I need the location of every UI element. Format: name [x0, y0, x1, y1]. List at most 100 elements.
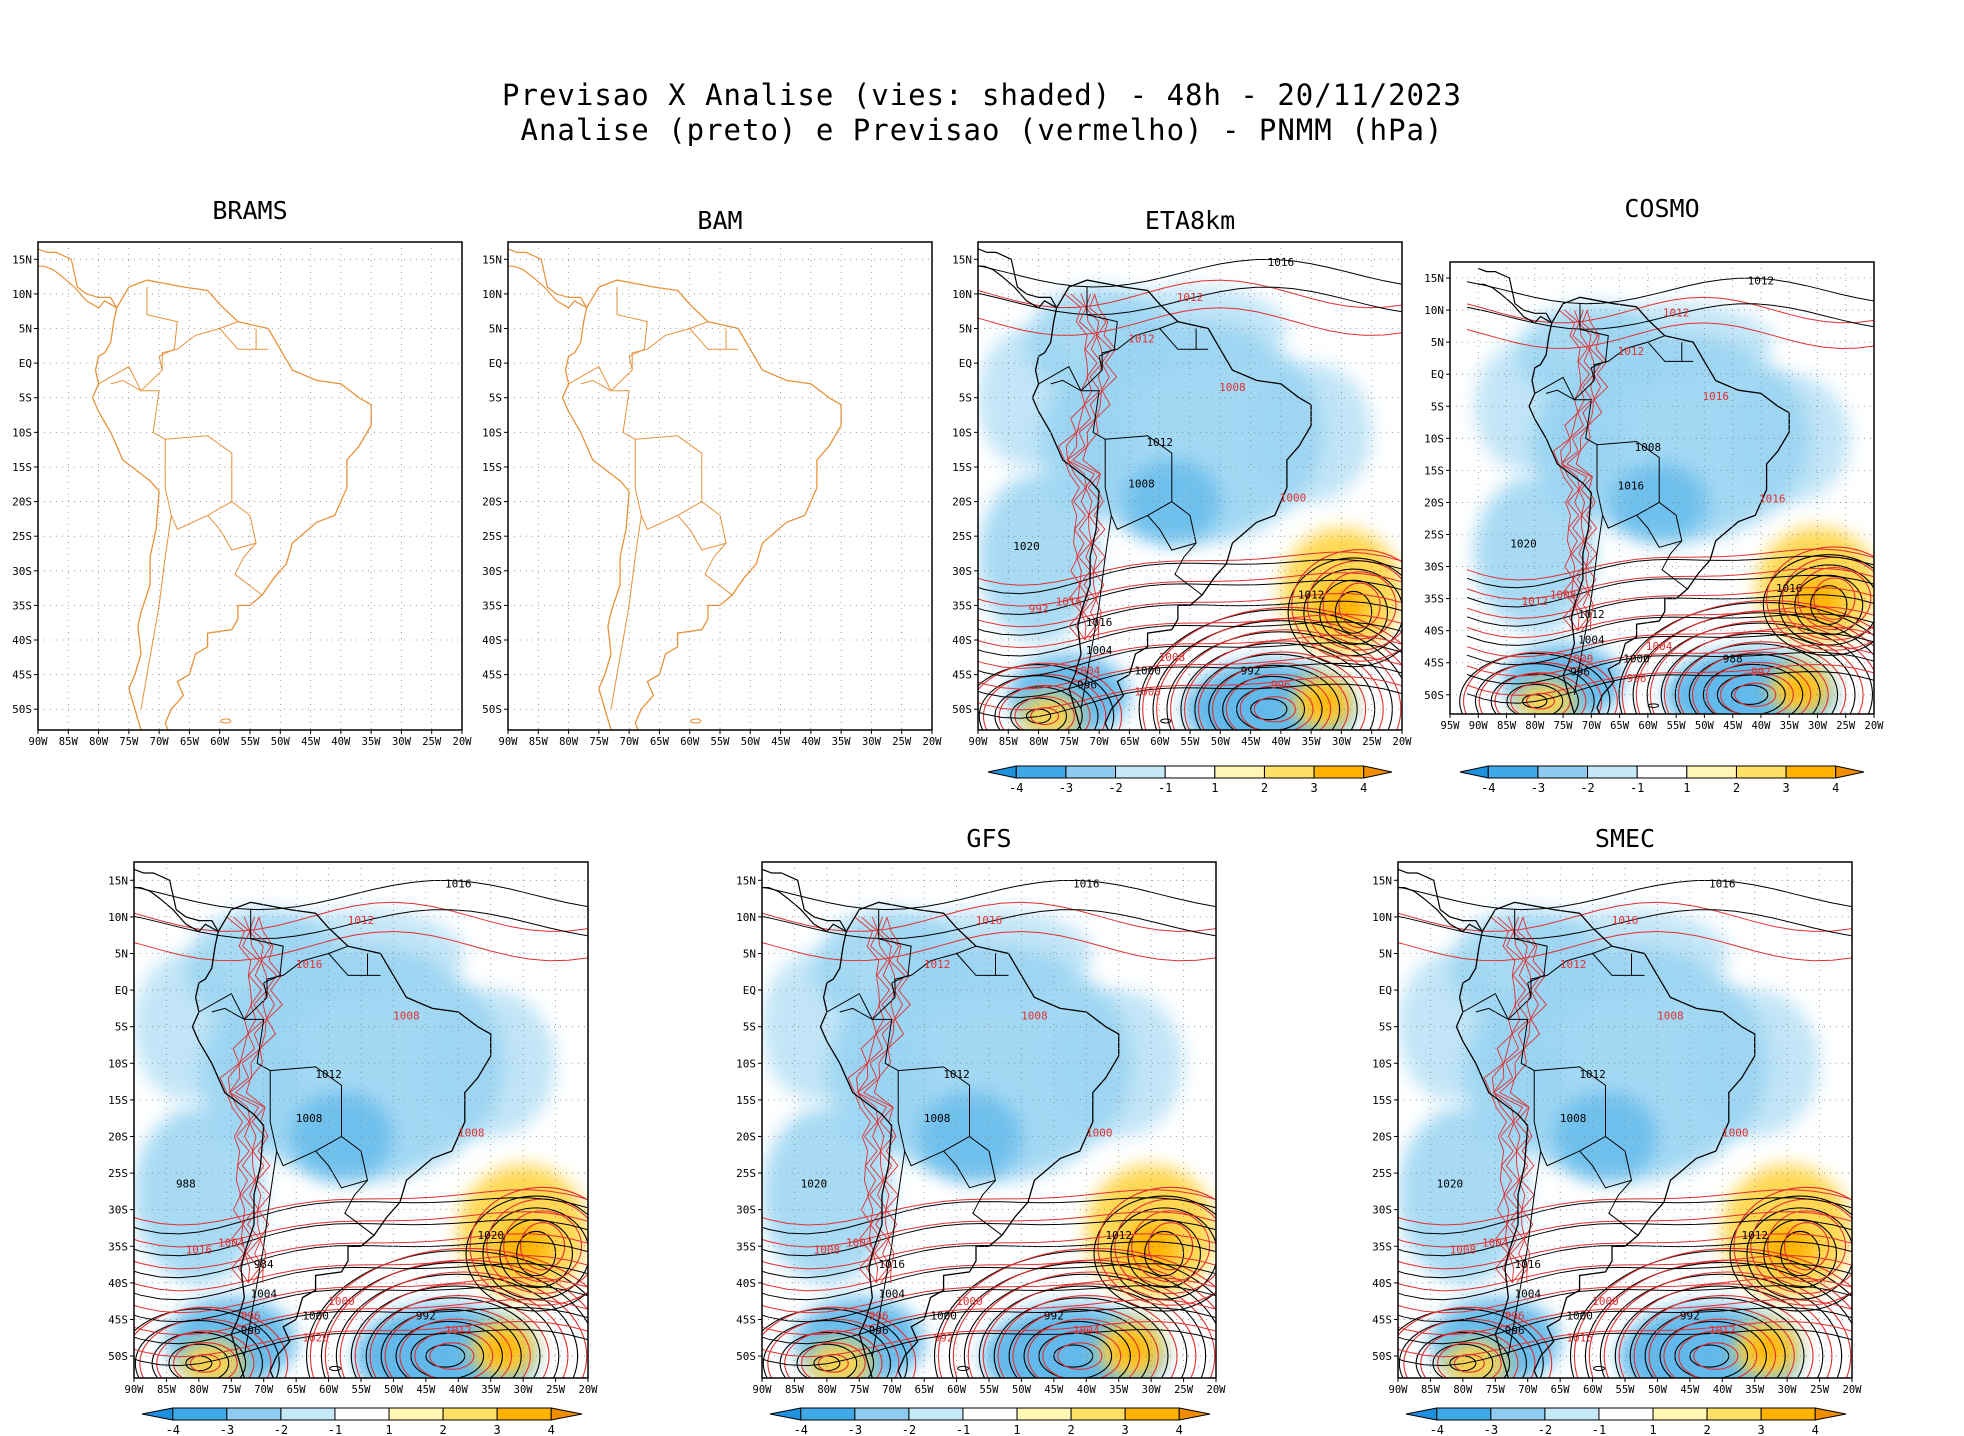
country-border — [1086, 287, 1118, 371]
country-border — [1147, 515, 1197, 551]
isobar — [1614, 1285, 1824, 1378]
lon-tick-label: 65W — [915, 1384, 935, 1396]
country-border — [146, 287, 178, 371]
lon-tick-label: 20W — [453, 736, 473, 748]
country-border — [1573, 515, 1604, 695]
country-border — [1105, 435, 1203, 596]
forecast-isobar-label: 1008 — [1657, 1009, 1684, 1022]
lat-tick-label: 10S — [12, 426, 32, 439]
lat-tick-label: 10N — [952, 288, 972, 301]
isobar — [978, 279, 1402, 309]
country-border — [580, 379, 642, 516]
country-border — [1110, 501, 1173, 530]
isobar — [1420, 1330, 1519, 1378]
colorbar-segment — [1115, 765, 1166, 779]
negative-bias-area — [1474, 476, 1596, 632]
negative-bias-area — [1398, 952, 1502, 1101]
map-content-p5: 1016 1012 1008 1004 1000 996 992 988 984 1020 1012… — [134, 862, 588, 1378]
country-border — [170, 501, 233, 530]
lon-tick-label: 80W — [559, 736, 579, 748]
negative-bias-area — [1728, 373, 1850, 503]
isobar — [1573, 1247, 1852, 1378]
colorbar-label: -4 — [1481, 781, 1495, 795]
isobar — [134, 1241, 588, 1279]
forecast-isobar-label: 1020 — [302, 1331, 329, 1344]
lat-tick-label: 10S — [736, 1057, 756, 1070]
lat-tick-label: 50S — [108, 1350, 128, 1363]
isobar — [1730, 684, 1769, 706]
isobar — [306, 1250, 588, 1378]
country-border — [878, 909, 912, 998]
isobar — [499, 1219, 573, 1289]
country-border — [1540, 1136, 1606, 1167]
isobar — [1633, 1295, 1814, 1378]
map-content-gfs: 1016 1012 1008 1004 1000 996 992 1020 1016 1012 10… — [762, 862, 1216, 1378]
lat-tick-label: 40S — [952, 634, 972, 647]
negative-bias-area — [257, 909, 465, 998]
lon-tick-label: 60W — [319, 1384, 339, 1396]
central-america-coastline — [508, 248, 588, 309]
colorbar-label: 4 — [548, 1423, 555, 1436]
forecast-isobar-label: 1008 — [1450, 1244, 1477, 1257]
lat-tick-label: 35S — [952, 599, 972, 612]
isobar — [1250, 698, 1288, 721]
isobar — [1466, 594, 1874, 627]
isobar — [503, 1210, 583, 1283]
analysis-isobar-label: 1000 — [1566, 1309, 1593, 1322]
lon-tick-label: 85W — [1421, 1384, 1441, 1396]
forecast-isobar-label: 1012 — [1663, 306, 1690, 319]
lat-tick-label: EQ — [1379, 984, 1392, 997]
lon-tick-label: 75W — [1554, 720, 1574, 732]
isobar — [1466, 644, 1874, 677]
isobar — [1093, 1195, 1216, 1312]
analysis-isobar-label: 1004 — [878, 1287, 905, 1300]
analysis-isobar-label: 1008 — [924, 1112, 951, 1125]
colorbar-label: -1 — [956, 1423, 970, 1436]
lat-tick-label: 35S — [736, 1240, 756, 1253]
lat-tick-label: 30S — [12, 565, 32, 578]
isobar — [395, 1320, 503, 1378]
map-content-brams — [38, 242, 462, 730]
colorbar-label: -4 — [166, 1423, 180, 1436]
lon-tick-label: 95W — [1441, 720, 1461, 732]
colorbar-segment — [1636, 765, 1688, 779]
forecast-isobar-label: 1016 — [1612, 914, 1639, 927]
isobar — [134, 1255, 588, 1292]
analysis-isobar-label: 1016 — [1268, 256, 1295, 269]
lon-tick-label: 75W — [222, 1384, 242, 1396]
lon-tick-label: 90W — [753, 1384, 773, 1396]
country-border — [871, 1151, 906, 1357]
lon-tick-label: 60W — [210, 736, 230, 748]
analysis-isobar-label: 992 — [1680, 1309, 1700, 1322]
colorbar-label: 3 — [1782, 781, 1789, 795]
colorbar-segment — [1124, 1407, 1180, 1421]
lon-tick-label: 45W — [1044, 1384, 1064, 1396]
lon-tick-label: 40W — [1751, 720, 1771, 732]
isobar — [1142, 606, 1402, 730]
lat-tick-label: 10N — [1372, 911, 1392, 924]
isobar — [1621, 599, 1874, 714]
isobar — [1466, 587, 1874, 619]
country-border — [1592, 945, 1613, 954]
lon-tick-label: 65W — [1551, 1384, 1571, 1396]
colorbar-label: -1 — [1158, 781, 1172, 795]
colorbar-low-triangle — [141, 1407, 174, 1421]
forecast-isobar-label: 1000 — [1086, 1126, 1113, 1139]
central-america-coastline — [134, 887, 219, 933]
forecast-isobar-label: 996 — [869, 1309, 889, 1322]
colorbar-segment — [1537, 765, 1589, 779]
forecast-isobar-label: 1004 — [218, 1236, 245, 1249]
isobar — [1398, 1189, 1852, 1226]
analysis-isobar-label: 1020 — [801, 1178, 828, 1191]
lon-tick-label: 80W — [189, 1384, 209, 1396]
isobar-andes — [847, 916, 881, 1284]
isobar-andes — [1560, 309, 1595, 631]
south-america-coastline — [561, 279, 842, 730]
isobar — [369, 1295, 550, 1378]
forecast-isobar-label: 1012 — [1560, 958, 1587, 971]
isobar — [1584, 1261, 1852, 1378]
lon-tick-label: 70W — [882, 1384, 902, 1396]
forecast-isobar-label: 1012 — [348, 914, 375, 927]
isobar — [1127, 1219, 1201, 1289]
colorbar-segment — [1436, 1407, 1492, 1421]
